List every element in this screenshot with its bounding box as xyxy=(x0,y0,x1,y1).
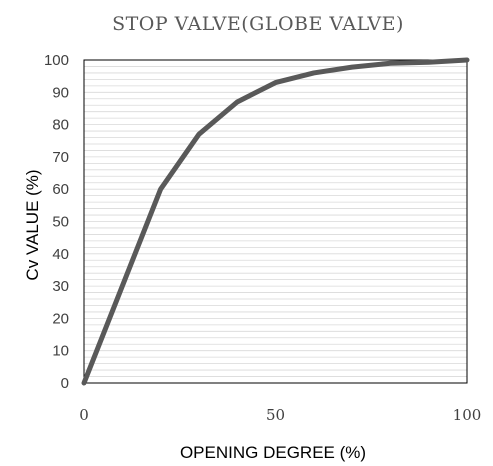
y-tick-label: 60 xyxy=(52,181,69,198)
y-tick-label: 50 xyxy=(52,214,69,231)
series-layer xyxy=(81,57,470,386)
y-axis-label: Cv VALUE (%) xyxy=(23,169,42,280)
y-tick-label: 70 xyxy=(52,149,69,166)
y-tick-label: 100 xyxy=(44,52,69,69)
x-tick-label: 100 xyxy=(453,406,482,424)
y-tick-label: 90 xyxy=(52,84,69,101)
y-tick-labels: 0 10 20 30 40 50 60 70 80 90 100 xyxy=(44,52,69,392)
x-axis-label: OPENING DEGREE (%) xyxy=(180,443,366,462)
plot-border xyxy=(83,59,468,384)
series-line-0 xyxy=(81,57,470,386)
y-tick-label: 80 xyxy=(52,117,69,134)
y-tick-label: 30 xyxy=(52,278,69,295)
grid-lines xyxy=(84,66,467,377)
plot-area xyxy=(83,59,468,384)
chart-title: STOP VALVE(GLOBE VALVE) xyxy=(112,13,404,35)
x-tick-labels: 0 50 100 xyxy=(79,406,481,424)
y-tick-label: 40 xyxy=(52,246,69,263)
y-tick-label: 20 xyxy=(52,310,69,327)
x-tick-label: 0 xyxy=(79,406,89,424)
y-tick-label: 0 xyxy=(61,375,69,392)
y-tick-label: 10 xyxy=(52,343,69,360)
x-tick-label: 50 xyxy=(266,406,285,424)
